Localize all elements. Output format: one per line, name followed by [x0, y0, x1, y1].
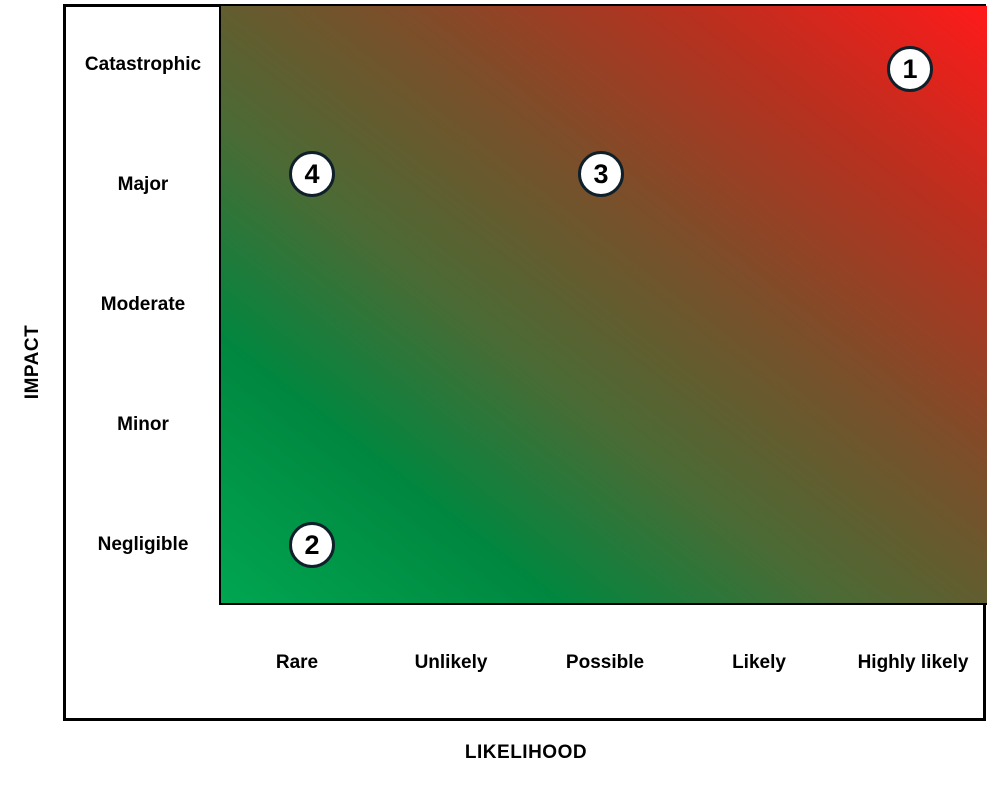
risk-marker-2: 2: [289, 522, 335, 568]
x-tick-label-unlikely: Unlikely: [414, 652, 488, 673]
risk-marker-4: 4: [289, 151, 335, 197]
y-tick-label-moderate: Moderate: [100, 294, 186, 315]
risk-marker-1: 1: [887, 46, 933, 92]
y-tick-label-minor: Minor: [117, 414, 169, 435]
x-tick-label-rare: Rare: [275, 652, 319, 673]
x-tick-label-possible: Possible: [565, 652, 645, 673]
y-axis-title: IMPACT: [22, 324, 43, 400]
x-tick-label-likely: Likely: [732, 652, 786, 673]
risk-matrix-area: [219, 6, 987, 605]
x-tick-label-highly-likely: Highly likely: [857, 652, 969, 673]
y-tick-label-major: Major: [117, 174, 169, 195]
x-axis-title: LIKELIHOOD: [464, 742, 588, 763]
risk-marker-3: 3: [578, 151, 624, 197]
y-tick-label-negligible: Negligible: [97, 534, 189, 555]
y-tick-label-catastrophic: Catastrophic: [84, 54, 202, 75]
